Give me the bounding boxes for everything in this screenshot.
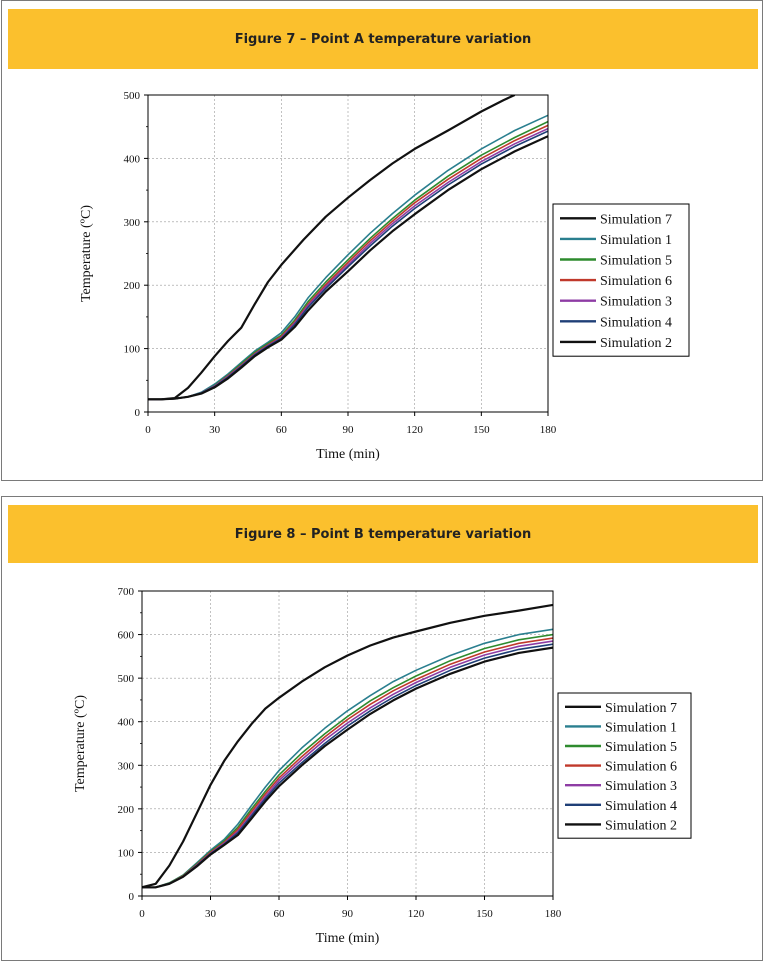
x-tick-label: 150 [476, 908, 493, 920]
y-tick-label: 0 [129, 891, 135, 903]
x-tick-label: 120 [408, 908, 425, 920]
series-line-simulation-3 [148, 127, 548, 401]
x-tick-label: 90 [343, 424, 355, 436]
legend-label: Simulation 2 [600, 336, 672, 351]
legend: Simulation 7 Simulation 1 Simulation 5 Simu… [552, 203, 690, 357]
x-tick-label: 180 [540, 424, 557, 436]
y-tick-label: 200 [124, 280, 141, 292]
legend-label: Simulation 7 [605, 701, 677, 716]
legend-label: Simulation 5 [600, 254, 672, 269]
x-tick-label: 60 [274, 908, 286, 920]
y-tick-label: 400 [124, 153, 141, 165]
y-tick-label: 600 [118, 630, 135, 642]
series-group [148, 95, 548, 401]
legend-label: Simulation 2 [605, 818, 677, 833]
legend-label: Simulation 3 [600, 295, 672, 310]
x-tick-label: 180 [545, 908, 562, 920]
y-tick-label: 500 [118, 673, 135, 685]
x-axis-label: Time (min) [316, 447, 380, 462]
x-tick-label: 60 [276, 424, 288, 436]
figure-7-panel: Figure 7 – Point A temperature variation… [1, 0, 763, 481]
x-tick-label: 0 [139, 908, 145, 920]
grid [141, 590, 554, 897]
y-tick-label: 300 [124, 217, 141, 229]
figure-7-caption: Figure 7 – Point A temperature variation [234, 31, 532, 47]
legend-label: Simulation 4 [600, 315, 672, 330]
figure-8-panel: Figure 8 – Point B temperature variation… [1, 496, 763, 961]
y-tick-label: 100 [118, 847, 135, 859]
figure-8-caption: Figure 8 – Point B temperature variation [234, 526, 532, 542]
figure-8-chart: 0 30 60 90 120 150 180 0 100 200 300 400 500 600 700 Ti… [73, 586, 692, 946]
x-tick-label: 30 [205, 908, 217, 920]
series-line-simulation-2 [148, 135, 548, 401]
legend-label: Simulation 5 [605, 740, 677, 755]
y-axis-label: Temperature (ºC) [79, 205, 94, 302]
series-line-simulation-7 [142, 603, 553, 889]
legend-label: Simulation 4 [605, 799, 677, 814]
y-tick-label: 400 [118, 717, 135, 729]
legend-label: Simulation 1 [600, 233, 672, 248]
y-tick-label: 700 [118, 586, 135, 598]
series-group [142, 603, 553, 889]
figure-8-caption-banner: Figure 8 – Point B temperature variation [8, 505, 758, 563]
x-tick-label: 30 [209, 424, 221, 436]
y-axis-label: Temperature (ºC) [73, 695, 88, 792]
y-tick-label: 100 [124, 344, 141, 356]
figure-7-chart: 0 30 60 90 120 150 180 0 100 200 300 400 500 Time (mi… [79, 90, 690, 462]
legend: Simulation 7 Simulation 1 Simulation 5 Simu… [557, 692, 692, 839]
legend-label: Simulation 1 [605, 720, 677, 735]
x-tick-label: 120 [406, 424, 423, 436]
y-tick-label: 200 [118, 804, 135, 816]
series-line-simulation-7 [148, 95, 516, 401]
legend-label: Simulation 6 [600, 274, 672, 289]
y-tick-label: 0 [135, 407, 141, 419]
x-axis-label: Time (min) [316, 931, 380, 946]
figure-7-caption-banner: Figure 7 – Point A temperature variation [8, 9, 758, 69]
legend-label: Simulation 6 [605, 760, 677, 775]
x-tick-label: 150 [473, 424, 490, 436]
legend-label: Simulation 7 [600, 212, 672, 227]
y-tick-label: 500 [124, 90, 141, 102]
x-tick-label: 0 [145, 424, 151, 436]
legend-label: Simulation 3 [605, 779, 677, 794]
x-tick-label: 90 [342, 908, 354, 920]
series-line-simulation-2 [142, 646, 553, 889]
y-tick-label: 300 [118, 760, 135, 772]
